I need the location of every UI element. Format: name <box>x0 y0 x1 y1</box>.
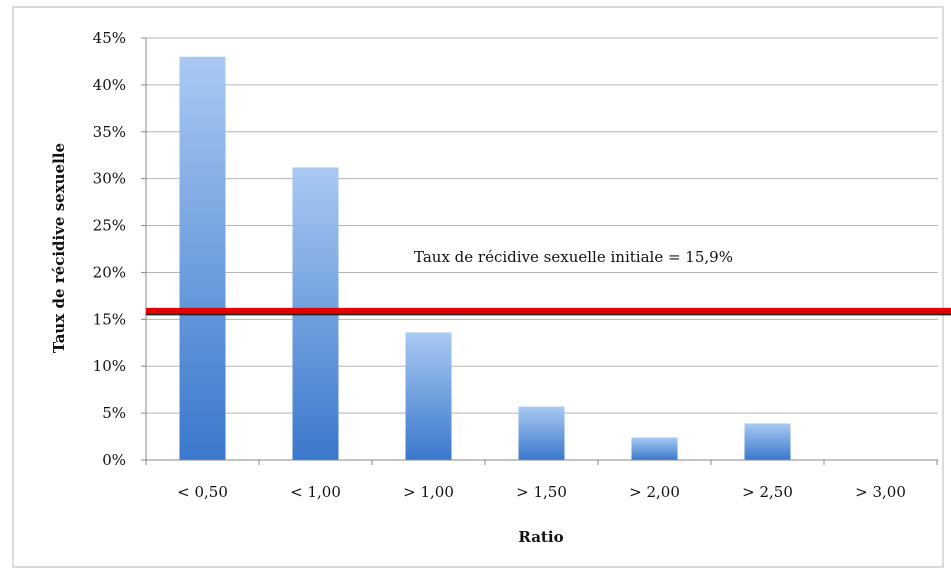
y-tick-label: 15% <box>93 310 126 328</box>
x-tick-label: > 2,50 <box>742 483 793 501</box>
y-tick-label: 45% <box>93 29 126 47</box>
y-tick-label: 0% <box>102 451 126 469</box>
chart-border <box>12 6 944 568</box>
annotation-background <box>398 242 916 272</box>
y-tick-label: 10% <box>93 357 126 375</box>
x-tick-label: < 1,00 <box>290 483 341 501</box>
y-tick-label: 5% <box>102 404 126 422</box>
y-tick-label: 25% <box>93 217 126 235</box>
x-tick-label: > 3,00 <box>855 483 906 501</box>
x-axis-title: Ratio <box>518 528 563 546</box>
bar <box>744 423 791 460</box>
bar <box>631 437 678 460</box>
bar <box>405 332 452 460</box>
gridlines <box>146 37 938 414</box>
y-tick-label: 40% <box>93 76 126 94</box>
y-tick-label: 20% <box>93 263 126 281</box>
x-tick-label: < 0,50 <box>177 483 228 501</box>
y-tick-label: 30% <box>93 170 126 188</box>
y-axis-title: Taux de récidive sexuelle <box>50 143 68 353</box>
x-tick-labels: < 0,50 < 1,00 > 1,00 > 1,50 > 2,00 > 2,50 > 3,… <box>177 483 906 501</box>
y-tick-labels: 0% 5% 10% 15% 20% 25% 30% 35% 40% 45% <box>93 29 126 469</box>
reference-line-label: Taux de récidive sexuelle initiale = 15,… <box>414 248 733 266</box>
bar <box>179 56 226 460</box>
y-tick-label: 35% <box>93 123 126 141</box>
reference-line-group: Taux de récidive sexuelle initiale = 15,… <box>146 242 951 316</box>
bar <box>518 406 565 460</box>
x-tick-label: > 1,50 <box>516 483 567 501</box>
x-tick-label: > 1,00 <box>403 483 454 501</box>
axes <box>141 37 938 465</box>
x-tick-label: > 2,00 <box>629 483 680 501</box>
